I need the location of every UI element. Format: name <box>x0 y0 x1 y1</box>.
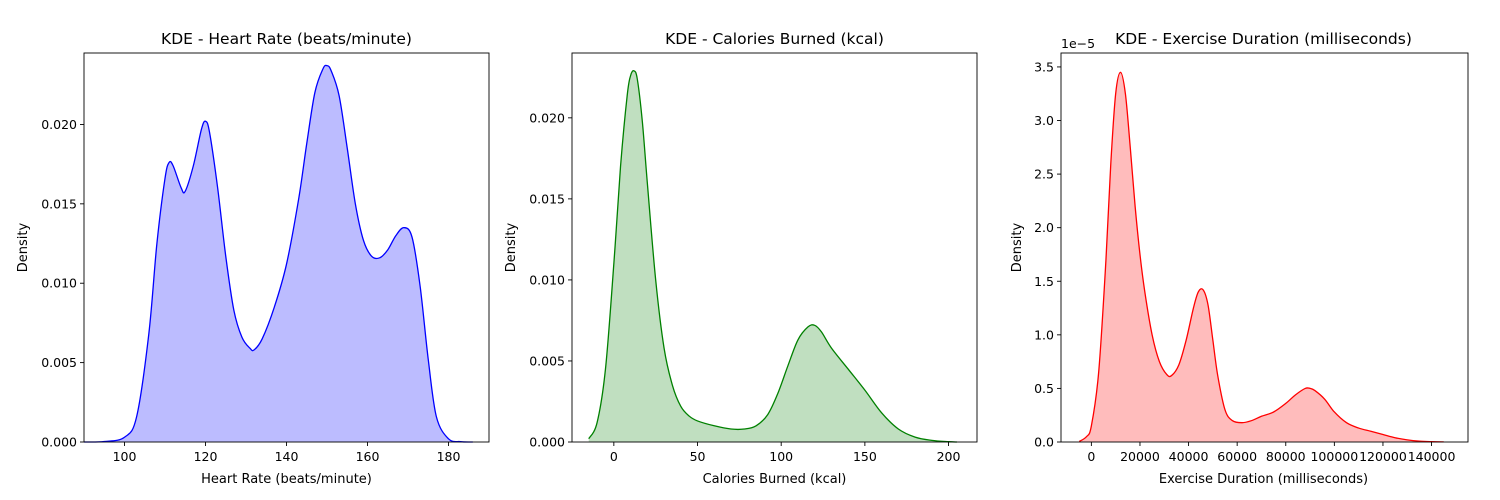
exercise-duration-chart-title: KDE - Exercise Duration (milliseconds) <box>1115 30 1412 48</box>
calories-burned-x-tick-label: 50 <box>690 449 706 464</box>
calories-burned-plot-frame <box>571 52 978 443</box>
heart-rate-x-tick-label: 160 <box>356 449 380 464</box>
exercise-duration-x-tick-label: 40000 <box>1169 449 1209 464</box>
calories-burned-x-tick-label: 0 <box>610 449 618 464</box>
heart-rate-x-tick-label: 140 <box>275 449 299 464</box>
exercise-duration-x-tick-label: 140000 <box>1408 449 1456 464</box>
exercise-duration-density-area <box>1079 72 1444 442</box>
calories-burned-y-axis-label: Density <box>504 222 519 272</box>
exercise-duration-y-tick-label: 3.0 <box>1034 113 1054 128</box>
heart-rate-x-tick-label: 180 <box>437 449 461 464</box>
exercise-duration-y-offset-label: 1e−5 <box>1061 36 1095 51</box>
exercise-duration-x-tick-label: 80000 <box>1266 449 1306 464</box>
heart-rate-y-tick-label: 0.010 <box>41 276 77 291</box>
heart-rate-x-tick-label: 100 <box>113 449 137 464</box>
heart-rate-y-tick-label: 0.015 <box>41 196 77 211</box>
calories-burned-density-area <box>588 70 957 442</box>
exercise-duration-plot-frame <box>1060 52 1469 443</box>
exercise-duration-x-tick-label: 100000 <box>1310 449 1358 464</box>
exercise-duration-y-axis-label: Density <box>1010 222 1025 272</box>
exercise-duration-y-tick-label: 1.0 <box>1034 327 1054 342</box>
calories-burned-y-tick-label: 0.000 <box>529 435 565 450</box>
exercise-duration-y-tick-label: 2.5 <box>1034 167 1054 182</box>
exercise-duration-x-axis-label: Exercise Duration (milliseconds) <box>1159 472 1368 487</box>
heart-rate-x-axis-label: Heart Rate (beats/minute) <box>201 472 372 487</box>
calories-burned-x-tick-label: 150 <box>853 449 877 464</box>
exercise-duration-x-tick-label: 120000 <box>1359 449 1407 464</box>
exercise-duration-kde-panel: KDE - Exercise Duration (milliseconds) E… <box>1010 30 1469 487</box>
exercise-duration-y-tick-label: 3.5 <box>1034 59 1054 74</box>
calories-burned-chart-title: KDE - Calories Burned (kcal) <box>665 30 884 48</box>
exercise-duration-density-curve <box>1078 71 1444 443</box>
exercise-duration-y-tick-label: 2.0 <box>1034 220 1054 235</box>
heart-rate-chart-title: KDE - Heart Rate (beats/minute) <box>161 30 412 48</box>
heart-rate-density-curve <box>83 64 473 443</box>
calories-burned-x-tick-label: 100 <box>769 449 793 464</box>
exercise-duration-x-tick-label: 60000 <box>1217 449 1257 464</box>
exercise-duration-x-tick-label: 0 <box>1087 449 1095 464</box>
heart-rate-y-tick-label: 0.000 <box>41 435 77 450</box>
heart-rate-x-tick-label: 120 <box>194 449 218 464</box>
exercise-duration-y-tick-label: 0.0 <box>1034 435 1054 450</box>
exercise-duration-x-tick-label: 20000 <box>1120 449 1160 464</box>
heart-rate-y-axis-label: Density <box>16 222 31 272</box>
calories-burned-y-tick-label: 0.020 <box>529 110 565 125</box>
heart-rate-y-tick-label: 0.020 <box>41 117 77 132</box>
heart-rate-density-area <box>84 65 473 443</box>
calories-burned-y-tick-label: 0.015 <box>529 191 565 206</box>
calories-burned-kde-panel: KDE - Calories Burned (kcal) Calories Bu… <box>504 30 978 487</box>
heart-rate-kde-panel: KDE - Heart Rate (beats/minute) Heart Ra… <box>16 30 490 487</box>
exercise-duration-y-tick-label: 1.5 <box>1034 274 1054 289</box>
calories-burned-y-tick-label: 0.010 <box>529 272 565 287</box>
calories-burned-x-tick-label: 200 <box>937 449 961 464</box>
exercise-duration-y-tick-label: 0.5 <box>1034 381 1054 396</box>
calories-burned-x-axis-label: Calories Burned (kcal) <box>703 472 847 487</box>
calories-burned-y-tick-label: 0.005 <box>529 353 565 368</box>
calories-burned-density-curve <box>588 70 957 443</box>
heart-rate-y-tick-label: 0.005 <box>41 355 77 370</box>
